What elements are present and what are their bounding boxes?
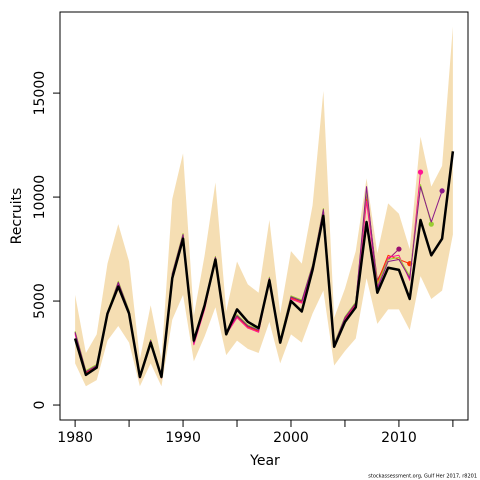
plot-frame [59, 11, 469, 421]
y-tick-label: 10000 [32, 175, 48, 220]
end-marker [396, 246, 402, 252]
footer: stockassessment.org, Gulf Her 2017, r820… [368, 474, 477, 480]
x-tick-label: 2000 [273, 430, 309, 446]
x-axis-label: Year [249, 453, 280, 469]
end-marker [417, 169, 424, 175]
y-tick-label: 15000 [32, 71, 48, 116]
y-axis-label: Recruits [9, 188, 25, 245]
end-marker [439, 188, 445, 194]
x-tick-label: 1990 [165, 430, 201, 446]
y-tick-label: 5000 [32, 283, 48, 319]
y-tick-label: 0 [32, 401, 48, 410]
x-tick-label: 1980 [57, 430, 93, 446]
end-marker [428, 221, 434, 227]
series-line [73, 151, 455, 379]
x-tick-label: 2010 [381, 430, 417, 446]
